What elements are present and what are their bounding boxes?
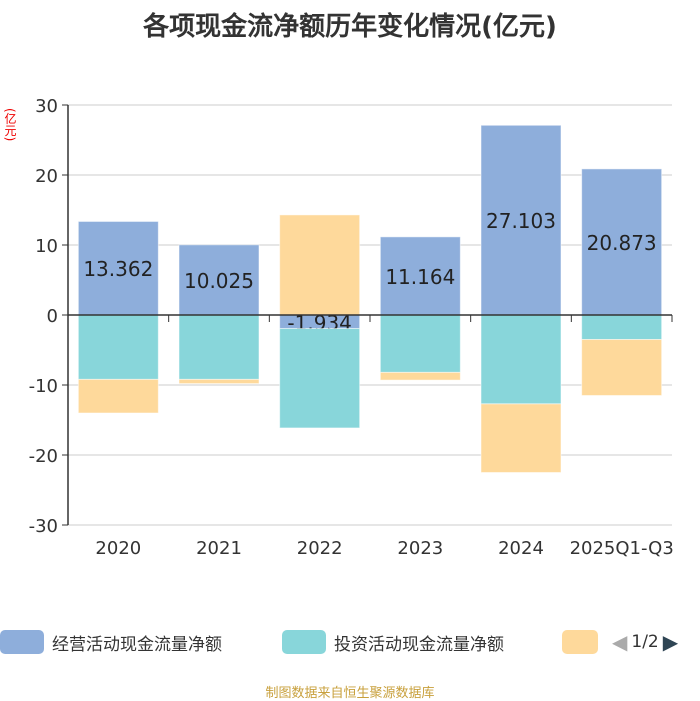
page-indicator: 1/2 [631, 632, 659, 652]
bar-segment [581, 168, 663, 316]
bar-segment [178, 378, 260, 385]
bar-segment [480, 403, 562, 473]
data-label: 27.103 [486, 209, 556, 233]
data-label: 13.362 [83, 257, 153, 281]
data-label: 20.873 [587, 231, 657, 255]
bar-segment [379, 371, 461, 381]
x-tick-label: 2023 [397, 538, 443, 559]
legend-label: 投资活动现金流量净额 [334, 634, 504, 655]
chart-title: 各项现金流净额历年变化情况(亿元) [143, 12, 557, 42]
bar-segment [178, 244, 260, 316]
x-tick-label: 2020 [95, 538, 141, 559]
bar-segment [178, 314, 260, 380]
legend-pager: ◀ 1/2 ▶ [612, 628, 678, 656]
legend-swatch [562, 630, 598, 654]
bar-segment [279, 328, 361, 429]
y-tick-label: 0 [47, 306, 58, 327]
y-tick-label: 10 [35, 236, 58, 257]
y-tick-label: -30 [29, 516, 58, 537]
x-tick-label: 2025Q1-Q3 [570, 538, 674, 559]
y-tick-label: 20 [35, 166, 58, 187]
legend-label: 经营活动现金流量净额 [52, 634, 222, 655]
bar-segment [77, 314, 159, 380]
bar-segment [379, 314, 461, 373]
y-tick-label: 30 [35, 96, 58, 117]
source-note: 制图数据来自恒生聚源数据库 [265, 686, 435, 701]
legend-swatch [0, 630, 44, 654]
bar-segment [77, 378, 159, 414]
legend-item-operating[interactable]: 经营活动现金流量净额 [0, 628, 222, 656]
bar-segment [279, 214, 361, 316]
x-tick-label: 2022 [297, 538, 343, 559]
legend-swatch [282, 630, 326, 654]
prev-page-icon[interactable]: ◀ [612, 630, 628, 654]
x-tick-label: 2024 [498, 538, 544, 559]
y-axis-unit: (亿元) [3, 108, 17, 142]
y-tick-label: -20 [29, 446, 58, 467]
bar-segment [480, 314, 562, 405]
data-label: 11.164 [385, 265, 455, 289]
data-label: 10.025 [184, 269, 254, 293]
stacked-bar-chart: 3020100-10-20-3013.362202010.0252021-1.9… [29, 96, 674, 559]
bar-segment [379, 236, 461, 316]
bar-segment [581, 314, 663, 340]
legend-item-investing[interactable]: 投资活动现金流量净额 [282, 628, 504, 656]
next-page-icon[interactable]: ▶ [662, 630, 679, 654]
bar-segment [581, 339, 663, 396]
x-tick-label: 2021 [196, 538, 242, 559]
legend-item-financing[interactable] [562, 628, 606, 656]
y-tick-label: -10 [29, 376, 58, 397]
